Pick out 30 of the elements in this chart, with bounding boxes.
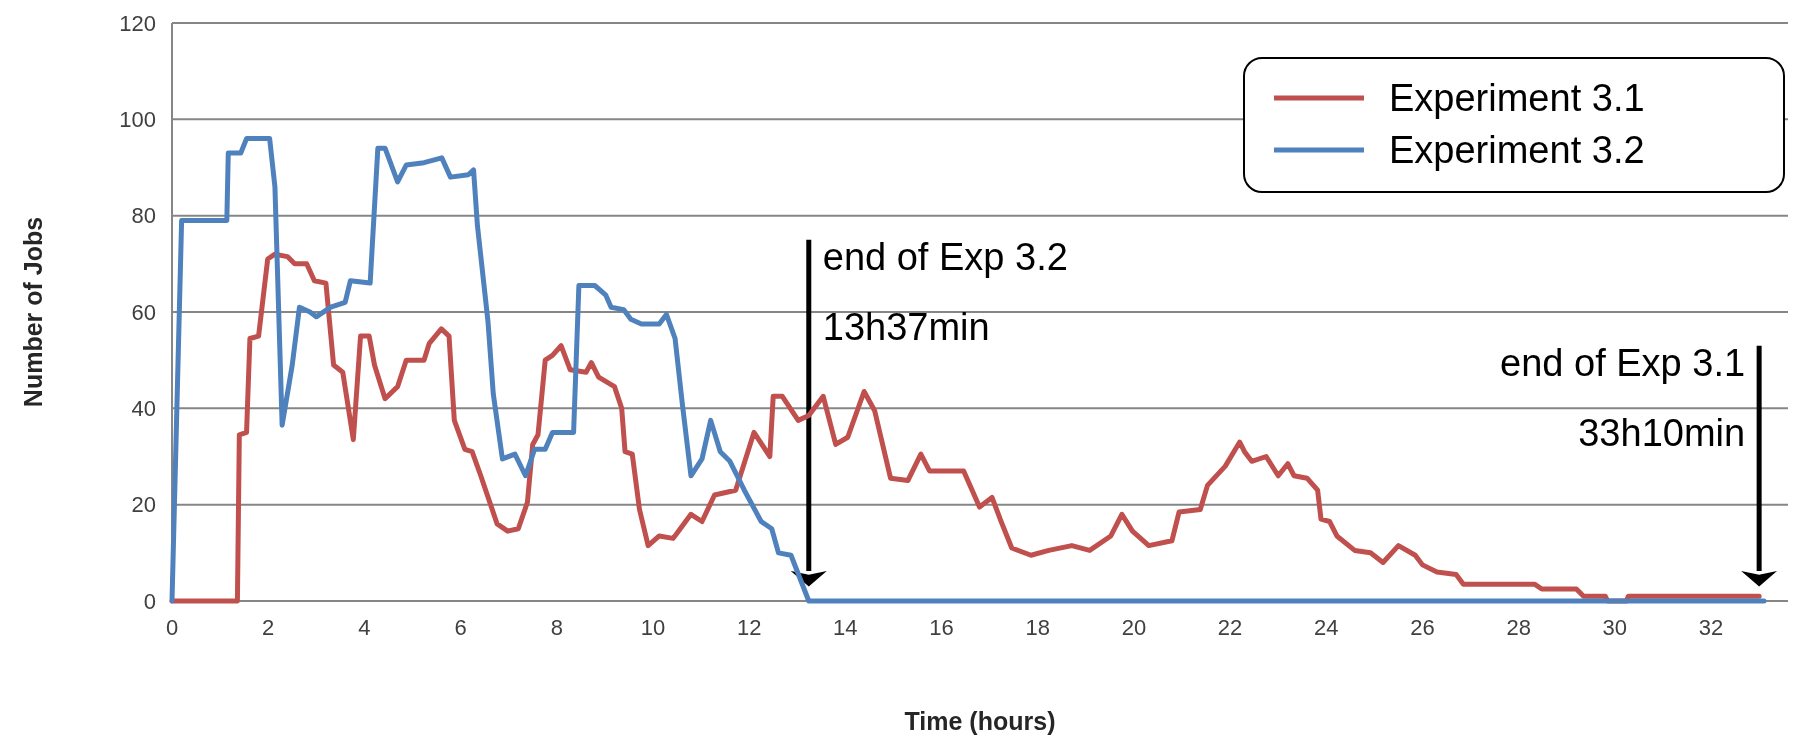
x-tick-label: 14: [833, 615, 858, 640]
x-tick-label: 6: [454, 615, 467, 640]
x-tick-label: 4: [358, 615, 371, 640]
x-tick-label: 2: [262, 615, 275, 640]
legend-label: Experiment 3.1: [1389, 77, 1645, 120]
x-tick-label: 30: [1602, 615, 1628, 640]
x-tick-label: 28: [1506, 615, 1531, 640]
y-tick-label: 120: [119, 10, 156, 36]
ref-line-label: end of Exp 3.1 33h10min: [1500, 341, 1746, 454]
y-tick-label: 80: [131, 203, 156, 229]
x-tick-label: 20: [1121, 615, 1147, 640]
x-tick-label: 18: [1025, 615, 1050, 640]
x-tick-label: 0: [165, 615, 179, 640]
x-tick-label: 8: [550, 615, 563, 640]
y-tick-label: 0: [143, 588, 156, 614]
x-tick-label: 26: [1410, 615, 1435, 640]
y-tick-label: 40: [131, 396, 156, 422]
y-axis-title: Number of Jobs: [19, 216, 47, 408]
x-tick-label: 32: [1698, 615, 1724, 640]
y-tick-label: 20: [131, 492, 156, 518]
y-tick-label: 60: [131, 299, 156, 325]
x-tick-label: 16: [929, 615, 954, 640]
x-tick-label: 24: [1314, 615, 1339, 640]
ref-line-label: end of Exp 3.2 13h37min: [822, 235, 1068, 348]
legend-label: Experiment 3.2: [1389, 129, 1645, 172]
x-tick-label: 12: [736, 615, 762, 640]
x-tick-label: 10: [640, 615, 666, 640]
y-tick-label: 100: [119, 107, 156, 133]
x-axis-title: Time (hours): [904, 707, 1056, 735]
x-tick-label: 22: [1217, 615, 1243, 640]
